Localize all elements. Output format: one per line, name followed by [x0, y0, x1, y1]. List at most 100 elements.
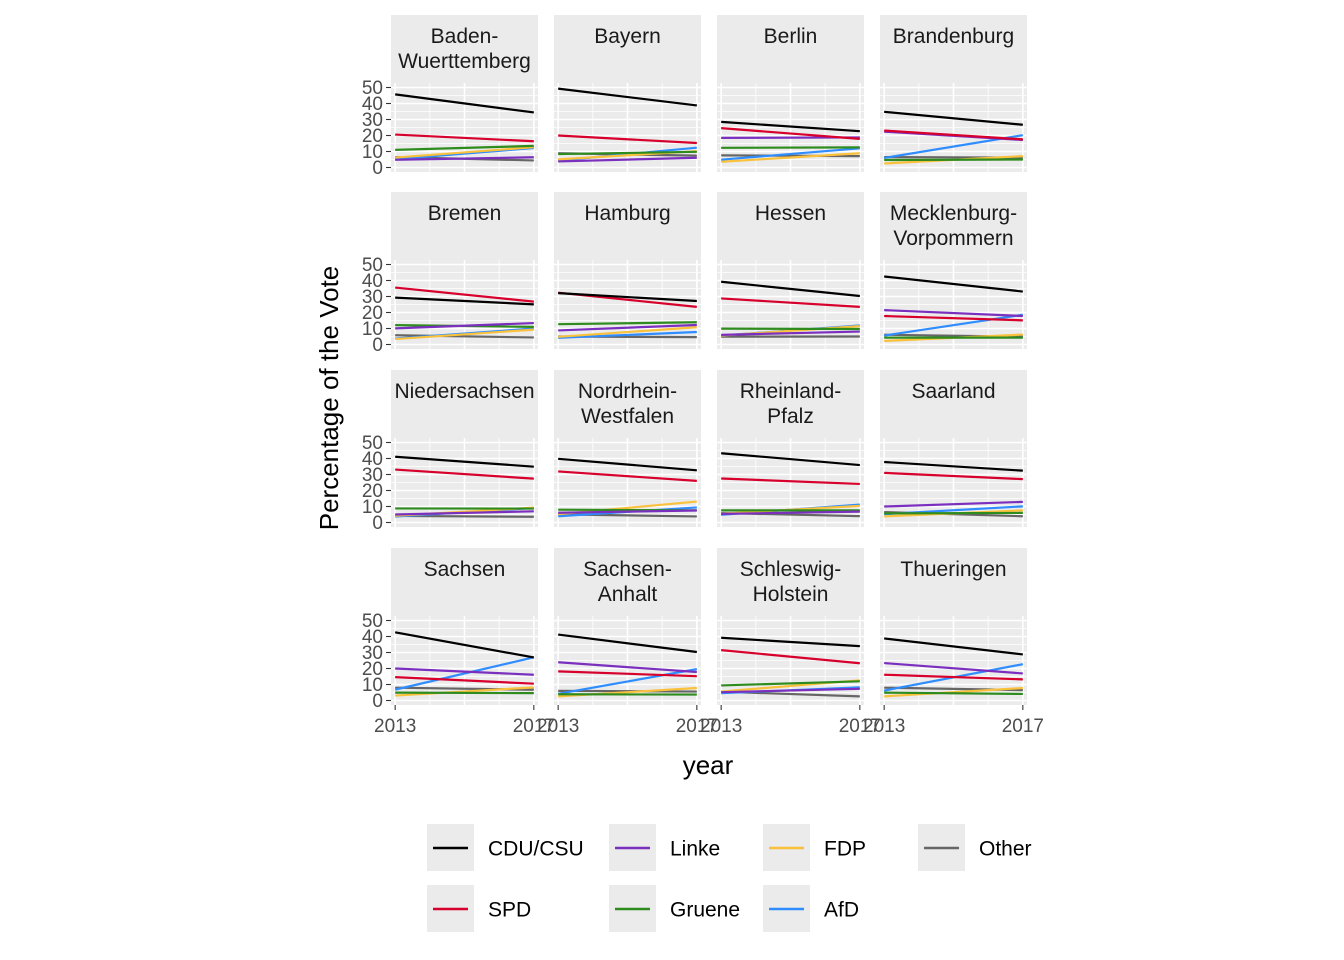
facet-panel: Brandenburg — [880, 15, 1027, 172]
legend-item-afd: AfD — [763, 885, 859, 932]
facet-panel: Schleswig-Holstein — [717, 548, 864, 705]
series-line-gruene — [558, 150, 697, 156]
facet-title: Bayern — [594, 25, 661, 48]
series-line-cducsu — [884, 275, 1023, 293]
series-line-spd — [721, 297, 860, 308]
legend-item-cducsu: CDU/CSU — [427, 824, 584, 871]
facet-title: Saarland — [911, 380, 995, 403]
series-line-linke — [721, 510, 860, 515]
facet-strip — [880, 192, 1027, 260]
legend-label: AfD — [824, 899, 859, 922]
series-line-other — [395, 334, 534, 339]
y-tick-label: 40 — [362, 627, 383, 648]
series-line-fdp — [558, 326, 697, 338]
facet-panel: Nordrhein-Westfalen — [554, 370, 701, 527]
series-line-cducsu — [558, 457, 697, 472]
series-line-gruene — [395, 144, 534, 151]
series-line-linke — [884, 500, 1023, 508]
facet-strip — [554, 370, 701, 438]
y-tick-label: 30 — [362, 110, 383, 131]
series-line-cducsu — [721, 636, 860, 648]
facet-strip — [880, 548, 1027, 616]
y-tick-label: 10 — [362, 319, 383, 340]
series-line-linke — [884, 661, 1023, 675]
series-line-other — [721, 154, 860, 158]
legend-label: FDP — [824, 838, 866, 861]
series-line-spd — [884, 471, 1023, 481]
facet-panel: Mecklenburg-Vorpommern — [880, 192, 1027, 349]
facet-strip — [717, 15, 864, 83]
facet-strip — [391, 548, 538, 616]
facet-strip — [717, 548, 864, 616]
x-tick-label: 2013 — [374, 716, 416, 737]
series-line-linke — [395, 156, 534, 161]
facet-panel: Sachsen-Anhalt — [554, 548, 701, 705]
facet-title: Brandenburg — [893, 25, 1014, 48]
y-tick-label: 50 — [362, 433, 383, 454]
y-tick-label: 20 — [362, 126, 383, 147]
legend-item-other: Other — [918, 824, 1032, 871]
y-tick-label: 0 — [372, 513, 383, 534]
y-tick-label: 50 — [362, 78, 383, 99]
series-line-gruene — [884, 691, 1023, 696]
facet-title: Nordrhein- — [578, 380, 677, 403]
facet-title: Hamburg — [584, 202, 670, 225]
series-line-spd — [558, 670, 697, 678]
series-line-cducsu — [395, 455, 534, 468]
series-line-spd — [395, 286, 534, 303]
facet-strip — [391, 370, 538, 438]
y-tick-label: 40 — [362, 449, 383, 470]
facet-title: Schleswig- — [740, 558, 842, 581]
series-line-linke — [558, 509, 697, 514]
facet-strip — [554, 192, 701, 260]
series-line-linke — [395, 321, 534, 330]
series-line-cducsu — [884, 460, 1023, 472]
panels-layer: Baden-Wuerttemberg Bayern Berlin Brandenbur… — [391, 15, 1027, 705]
series-line-spd — [721, 127, 860, 140]
facet-panel: Bremen — [391, 192, 538, 349]
facet-panel: Berlin — [717, 15, 864, 172]
facet-strip — [717, 370, 864, 438]
facet-strip — [554, 548, 701, 616]
series-line-gruene — [721, 680, 860, 687]
series-line-fdp — [884, 686, 1023, 698]
x-tick-label: 2013 — [863, 716, 905, 737]
facet-strip — [717, 192, 864, 260]
facet-title: Pfalz — [767, 405, 814, 428]
legend-item-gruene: Gruene — [609, 885, 740, 932]
series-line-cducsu — [884, 110, 1023, 126]
facet-panel: Rheinland-Pfalz — [717, 370, 864, 527]
facet-panel: Thueringen — [880, 548, 1027, 705]
facet-title: Westfalen — [581, 405, 674, 428]
series-line-fdp — [395, 146, 534, 159]
series-line-cducsu — [884, 637, 1023, 656]
x-tick-label: 2013 — [537, 716, 579, 737]
y-tick-label: 30 — [362, 465, 383, 486]
y-tick-label: 0 — [372, 158, 383, 179]
x-tick-label: 2013 — [700, 716, 742, 737]
series-line-cducsu — [721, 280, 860, 298]
facet-panel: Hessen — [717, 192, 864, 349]
facet-strip — [880, 370, 1027, 438]
facet-title: Berlin — [764, 25, 818, 48]
series-line-spd — [395, 676, 534, 685]
legend-label: Gruene — [670, 899, 740, 922]
series-line-cducsu — [394, 631, 535, 659]
series-line-spd — [558, 470, 697, 482]
facet-strip — [391, 15, 538, 83]
series-line-gruene — [558, 321, 697, 326]
legend-label: CDU/CSU — [488, 838, 584, 861]
y-tick-label: 0 — [372, 335, 383, 356]
legend-label: SPD — [488, 899, 531, 922]
series-line-spd — [395, 133, 534, 143]
x-tick-label: 2017 — [839, 716, 881, 737]
series-line-spd — [884, 129, 1023, 141]
series-line-spd — [884, 314, 1023, 322]
facet-strip — [554, 15, 701, 83]
legend-label: Linke — [670, 838, 720, 861]
y-tick-label: 10 — [362, 675, 383, 696]
facet-title: Bremen — [428, 202, 502, 225]
series-line-afd — [883, 313, 1024, 337]
legend-item-linke: Linke — [609, 824, 720, 871]
facet-title: Baden- — [431, 25, 499, 48]
